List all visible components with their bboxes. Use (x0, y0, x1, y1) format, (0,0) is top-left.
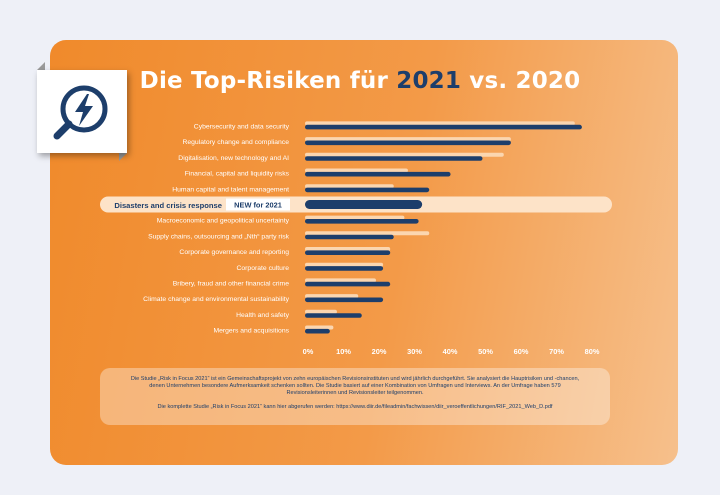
new-tag-box (226, 198, 290, 211)
x-tick-label: 20% (372, 347, 387, 356)
category-label: Cybersecurity and data security (194, 124, 290, 131)
category-label: Mergers and acquisitions (213, 328, 289, 335)
bar-2021 (305, 297, 384, 303)
category-label: Health and safety (236, 312, 289, 319)
bar-2021 (305, 250, 391, 255)
badge-fold-bottom (119, 153, 127, 161)
category-label: Macroeconomic and geopolitical uncertain… (157, 218, 290, 225)
bar-2020 (305, 262, 384, 267)
bar-2020 (305, 137, 511, 142)
bar-2021 (305, 328, 330, 334)
bar-2020 (305, 294, 359, 299)
footer-description: Die Studie „Risk in Focus 2021“ ist ein … (130, 376, 580, 397)
bar-2020 (305, 247, 391, 251)
x-tick-label: 70% (549, 347, 564, 356)
bar-2020 (305, 152, 504, 157)
x-tick-label: 50% (478, 347, 493, 356)
bar-2020 (305, 309, 337, 314)
bar-2021 (305, 187, 430, 193)
bar-2021 (305, 281, 391, 287)
bar-2020 (305, 184, 394, 189)
category-label: Corporate governance and reporting (179, 249, 289, 256)
bar-2021 (305, 140, 511, 146)
chart-title: Die Top-Risiken für 2021 vs. 2020 (139, 68, 581, 94)
x-tick-label: 30% (407, 347, 422, 356)
x-tick-label: 10% (336, 347, 351, 356)
category-label: Supply chains, outsourcing and „Nth“ par… (148, 233, 290, 240)
bar-2021 (305, 156, 483, 161)
category-label: Climate change and environmental sustain… (143, 296, 289, 303)
bar-2021 (305, 313, 362, 318)
bar-2021 (305, 200, 423, 209)
bar-2021 (305, 124, 582, 130)
badge (37, 70, 127, 153)
x-tick-label: 60% (514, 347, 529, 356)
category-label: Bribery, fraud and other financial crime (173, 281, 289, 288)
category-label: Financial, capital and liquidity risks (185, 171, 290, 178)
category-label: Disasters and crisis response (114, 201, 222, 210)
bar-2020 (305, 215, 405, 220)
bar-2020 (305, 278, 376, 283)
magnifier-lightning-icon (53, 85, 108, 140)
bar-2020 (305, 121, 575, 126)
bar-2020 (305, 168, 408, 173)
x-tick-label: 0% (303, 347, 314, 356)
badge-fold (37, 62, 45, 70)
category-label: Regulatory change and compliance (182, 139, 289, 146)
x-tick-label: 40% (443, 347, 458, 356)
category-label: Digitalisation, new technology and AI (178, 155, 289, 162)
bar-2020 (305, 231, 430, 236)
category-label: Corporate culture (236, 265, 289, 272)
bar-2021 (305, 219, 419, 224)
category-label: Human capital and talent management (172, 186, 289, 193)
footer-link-text: Die komplette Studie „Risk in Focus 2021… (157, 403, 553, 410)
x-tick-label: 80% (585, 347, 600, 356)
bar-2021 (305, 266, 384, 271)
bar-2021 (305, 234, 394, 240)
bar-2021 (305, 171, 451, 177)
footer-note: Die Studie „Risk in Focus 2021“ ist ein … (100, 368, 610, 425)
new-tag-label: NEW for 2021 (234, 201, 282, 210)
bar-2020 (305, 325, 334, 330)
